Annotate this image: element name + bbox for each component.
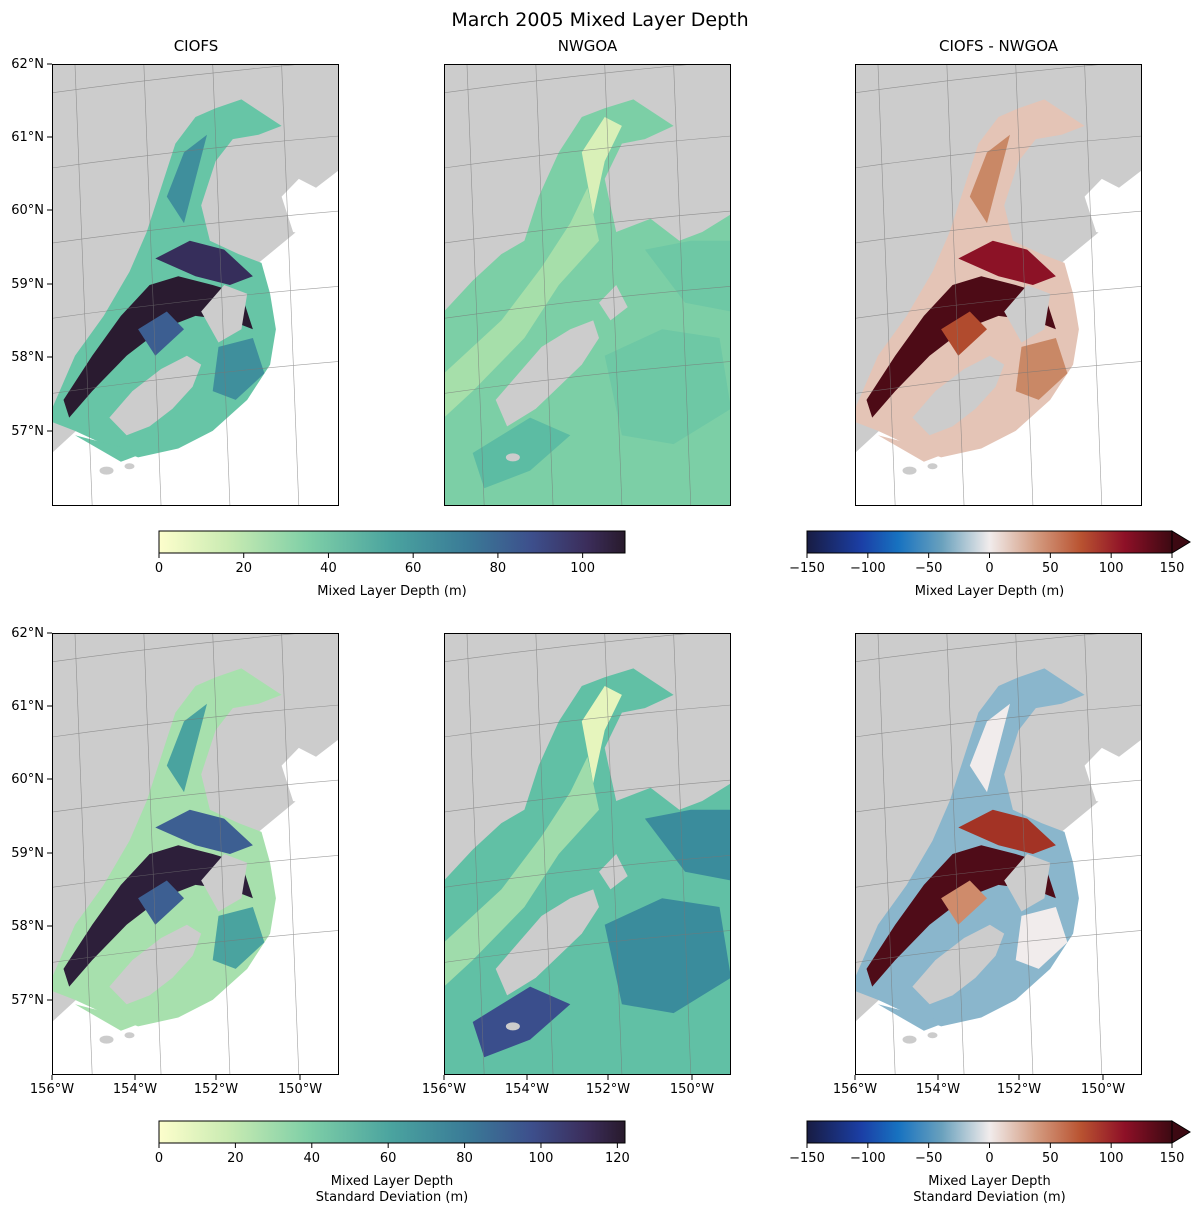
- lon-tick-label: 152°W: [586, 1082, 630, 1097]
- colorbar-label: Mixed Layer Depth (m): [915, 584, 1064, 599]
- colorbar-tick-label: 0: [985, 561, 993, 576]
- lon-tick-label: 150°W: [1081, 1082, 1125, 1097]
- lat-tick-label: 58°N: [11, 919, 44, 934]
- colorbar-label-line1: Mixed Layer Depth: [331, 1174, 453, 1189]
- colorbar-tick-label: 100: [1099, 561, 1124, 576]
- colorbar-label-line1: Mixed Layer Depth: [928, 1174, 1050, 1189]
- lon-tick-label: 156°W: [422, 1082, 466, 1097]
- colorbar-label-line2: Standard Deviation (m): [913, 1190, 1065, 1205]
- colorbar-tick-label: 0: [985, 1151, 993, 1166]
- lon-tick-label: 154°W: [505, 1082, 549, 1097]
- colorbar-std-diff: −150 −100 −50 0 50 100 150 Mixed Layer DepthSta…: [789, 1120, 1191, 1205]
- lat-tick-label: 62°N: [11, 57, 44, 72]
- colorbar-mean: 0 20 40 60 80 100 Mixed Layer Depth (m): [155, 530, 626, 599]
- colorbar-tick-label: −50: [915, 561, 942, 576]
- lon-tick-label: 154°W: [113, 1082, 157, 1097]
- colorbar-tick-label: 0: [155, 561, 163, 576]
- lat-tick-label: 61°N: [11, 699, 44, 714]
- lat-tick-label: 57°N: [11, 993, 44, 1008]
- colorbar-tick-label: −50: [915, 1151, 942, 1166]
- map-panel-r2-c1: [52, 633, 339, 1075]
- panel-title-1: CIOFS: [174, 37, 219, 55]
- lat-tick-label: 61°N: [11, 130, 44, 145]
- map-panels: CIOFS NWGOA CIOFS - NWGOA 62°N 61°N 60°N 59°N 5…: [11, 37, 1142, 1097]
- panel-title-3: CIOFS - NWGOA: [939, 37, 1059, 55]
- colorbar-tick-label: 50: [1042, 561, 1059, 576]
- colorbar-tick-label: 100: [570, 561, 595, 576]
- colorbar-tick-label: −100: [850, 561, 886, 576]
- lon-tick-label: 152°W: [997, 1082, 1041, 1097]
- colorbar-tick-label: 80: [456, 1151, 473, 1166]
- lat-tick-label: 62°N: [11, 626, 44, 641]
- lat-tick-label: 57°N: [11, 424, 44, 439]
- lon-tick-label: 150°W: [670, 1082, 714, 1097]
- colorbar-mean-diff: −150 −100 −50 0 50 100 150 Mixed Layer Depth (m…: [789, 530, 1191, 599]
- lon-tick-label: 156°W: [30, 1082, 74, 1097]
- colorbar-tick-label: 100: [1099, 1151, 1124, 1166]
- colorbar-tick-label: 50: [1042, 1151, 1059, 1166]
- colorbars: 0 20 40 60 80 100 Mixed Layer Depth (m) −150 −10…: [155, 530, 1191, 1205]
- colorbar-label: Mixed Layer Depth (m): [317, 584, 466, 599]
- map-panel-r1-c2: [444, 64, 731, 506]
- colorbar-tick-label: 100: [529, 1151, 554, 1166]
- colorbar-tick-label: 150: [1160, 1151, 1185, 1166]
- colorbar-tick-label: −100: [850, 1151, 886, 1166]
- lon-tick-label: 150°W: [278, 1082, 322, 1097]
- map-panel-r1-c1: [52, 64, 339, 506]
- lat-tick-label: 60°N: [11, 203, 44, 218]
- colorbar-tick-label: −150: [789, 1151, 825, 1166]
- colorbar-tick-label: 20: [227, 1151, 244, 1166]
- colorbar-tick-label: 20: [235, 561, 252, 576]
- colorbar-label-line2: Standard Deviation (m): [316, 1190, 468, 1205]
- lat-tick-label: 59°N: [11, 277, 44, 292]
- colorbar-tick-label: 120: [605, 1151, 630, 1166]
- colorbar-tick-label: 60: [380, 1151, 397, 1166]
- lat-tick-label: 60°N: [11, 772, 44, 787]
- lon-tick-label: 154°W: [916, 1082, 960, 1097]
- colorbar-tick-label: 80: [490, 561, 507, 576]
- colorbar-tick-label: 150: [1160, 561, 1185, 576]
- figure-title: March 2005 Mixed Layer Depth: [451, 9, 748, 31]
- lat-tick-label: 59°N: [11, 846, 44, 861]
- map-panel-r1-c3: [855, 64, 1142, 506]
- map-panel-r2-c2: [444, 633, 731, 1075]
- colorbar-tick-label: 0: [155, 1151, 163, 1166]
- colorbar-tick-label: 60: [405, 561, 422, 576]
- colorbar-tick-label: −150: [789, 561, 825, 576]
- colorbar-tick-label: 40: [320, 561, 337, 576]
- lon-tick-label: 152°W: [194, 1082, 238, 1097]
- colorbar-tick-label: 40: [304, 1151, 321, 1166]
- lat-tick-label: 58°N: [11, 350, 44, 365]
- lon-tick-label: 156°W: [833, 1082, 877, 1097]
- panel-title-2: NWGOA: [558, 37, 618, 55]
- map-panel-r2-c3: [855, 633, 1142, 1075]
- colorbar-std: 0 20 40 60 80 100 120 Mixed Layer DepthStandard…: [155, 1120, 630, 1205]
